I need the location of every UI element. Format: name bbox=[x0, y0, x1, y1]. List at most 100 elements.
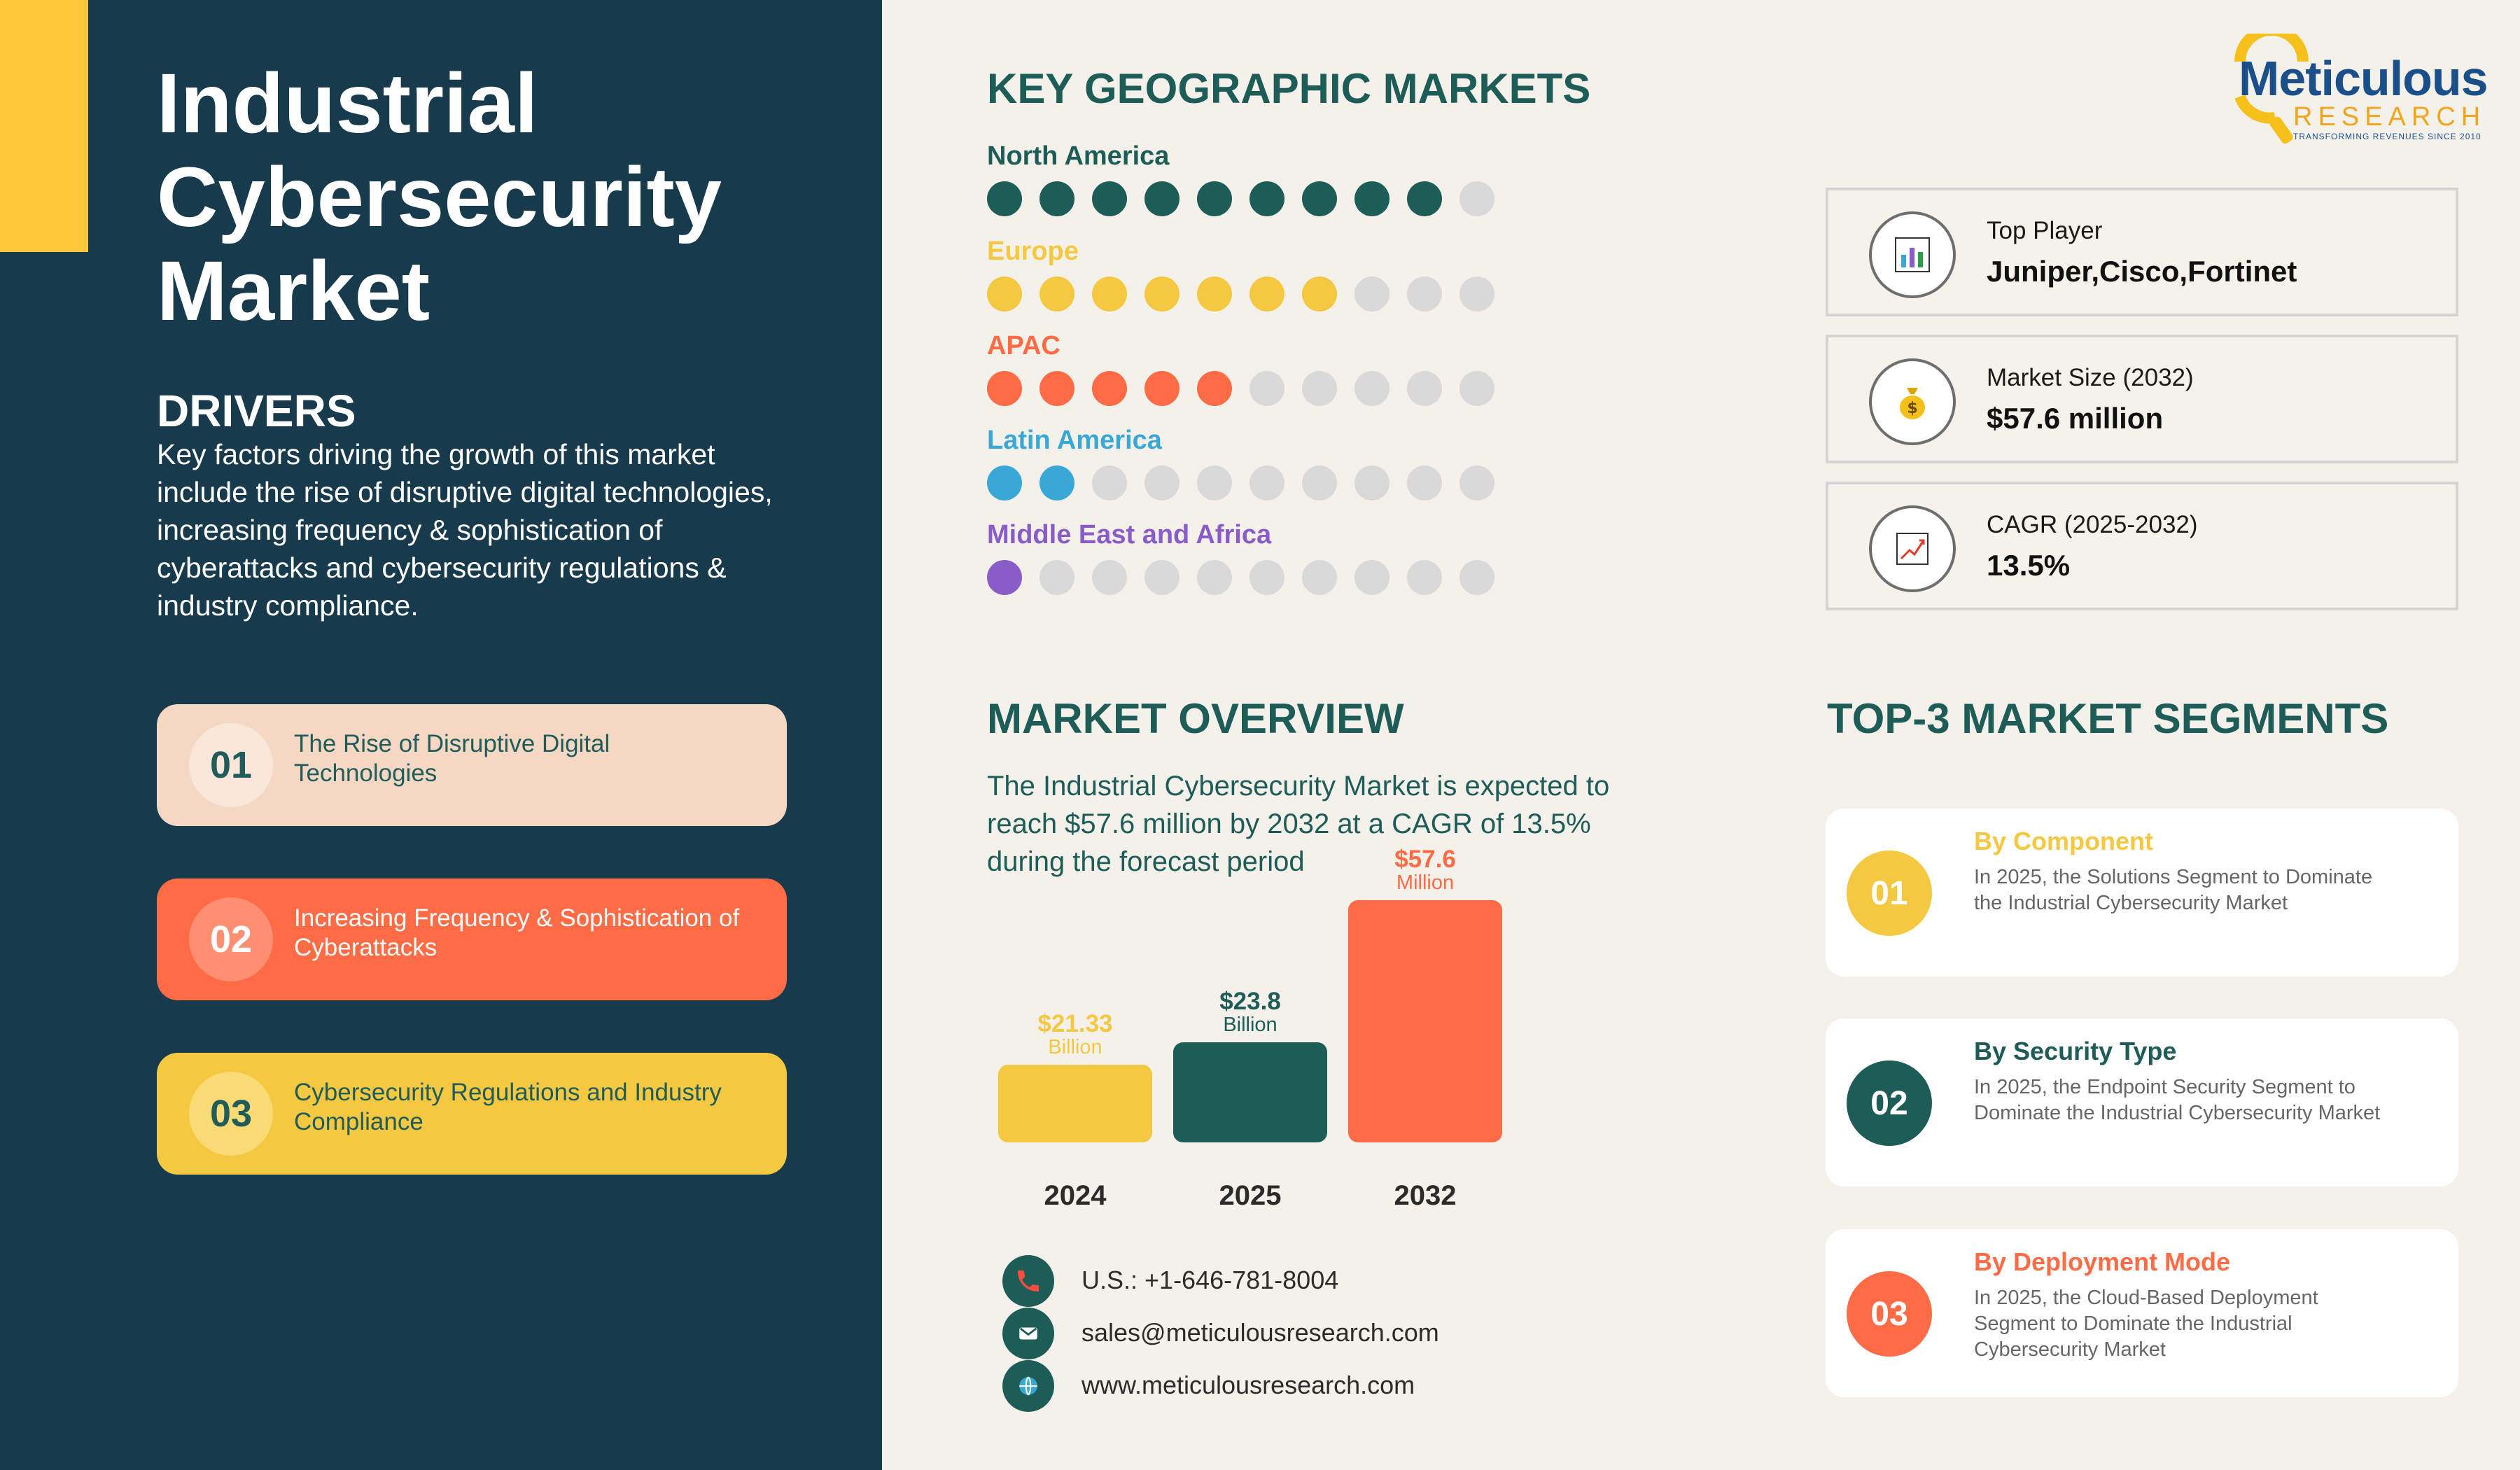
dot-filled bbox=[1092, 276, 1127, 312]
contact-phone[interactable]: U.S.: +1-646-781-8004 bbox=[1082, 1266, 1339, 1294]
geo-heading: KEY GEOGRAPHIC MARKETS bbox=[987, 65, 1591, 112]
dot-filled bbox=[1250, 276, 1284, 312]
info-label: Top Player bbox=[1987, 217, 2103, 244]
driver-number: 03 bbox=[189, 1072, 273, 1156]
segment-number: 02 bbox=[1847, 1060, 1932, 1146]
geo-label-europe: Europe bbox=[987, 237, 1079, 266]
dot-empty bbox=[1407, 465, 1442, 500]
bar-unit-label: Million bbox=[1396, 872, 1455, 895]
dot-filled bbox=[1040, 371, 1074, 406]
driver-number: 01 bbox=[189, 723, 273, 807]
dot-row-apac bbox=[987, 371, 1494, 406]
info-label: Market Size (2032) bbox=[1987, 364, 2194, 391]
dot-empty bbox=[1407, 560, 1442, 595]
dot-filled bbox=[1197, 181, 1232, 216]
drivers-description: Key factors driving the growth of this m… bbox=[157, 438, 773, 622]
dot-empty bbox=[1354, 276, 1390, 312]
bar-chart-icon bbox=[1869, 211, 1956, 298]
driver-text: Increasing Frequency & Sophistication of… bbox=[294, 904, 740, 961]
dot-filled bbox=[987, 371, 1022, 406]
dot-filled bbox=[987, 181, 1022, 216]
svg-text:$: $ bbox=[1907, 400, 1917, 417]
dot-empty bbox=[1407, 371, 1442, 406]
driver-text: The Rise of Disruptive Digital Technolog… bbox=[294, 730, 610, 787]
dot-filled bbox=[1197, 371, 1232, 406]
logo-sub: RESEARCH bbox=[2293, 102, 2486, 132]
page-title: Industrial Cybersecurity Market bbox=[157, 56, 829, 337]
dot-empty bbox=[1460, 181, 1494, 216]
yellow-accent-block bbox=[0, 0, 88, 252]
geo-label-middle-east-africa: Middle East and Africa bbox=[987, 520, 1272, 550]
bar-value-label: $57.6 bbox=[1394, 846, 1456, 874]
bar-value-label: $23.8 bbox=[1219, 988, 1281, 1016]
overview-text: The Industrial Cybersecurity Market is e… bbox=[987, 771, 1610, 877]
dot-empty bbox=[1407, 276, 1442, 312]
dot-empty bbox=[1250, 465, 1284, 500]
dot-empty bbox=[1250, 560, 1284, 595]
segment-description: In 2025, the Endpoint Security Segment t… bbox=[1974, 1076, 2381, 1124]
segment-description: In 2025, the Solutions Segment to Domina… bbox=[1974, 866, 2373, 914]
segment-title: By Security Type bbox=[1974, 1037, 2177, 1065]
driver-card-2: 02 Increasing Frequency & Sophistication… bbox=[157, 878, 787, 1000]
segment-title: By Deployment Mode bbox=[1974, 1247, 2231, 1276]
dot-filled bbox=[987, 560, 1022, 595]
bar-category-label: 2025 bbox=[1219, 1180, 1282, 1211]
info-label: CAGR (2025-2032) bbox=[1987, 511, 2198, 538]
segment-number: 03 bbox=[1847, 1271, 1932, 1357]
segment-description: In 2025, the Cloud-Based Deployment Segm… bbox=[1974, 1287, 2318, 1361]
dot-empty bbox=[1040, 560, 1074, 595]
dot-filled bbox=[1197, 276, 1232, 312]
dot-filled bbox=[1144, 181, 1180, 216]
email-icon bbox=[1002, 1308, 1054, 1359]
dot-empty bbox=[1144, 465, 1180, 500]
dot-empty bbox=[1354, 465, 1390, 500]
logo-name: Meticulous bbox=[2239, 51, 2488, 106]
contact-website[interactable]: www.meticulousresearch.com bbox=[1082, 1371, 1415, 1399]
dot-empty bbox=[1302, 371, 1337, 406]
trend-chart-icon bbox=[1869, 505, 1956, 592]
bar-2024 bbox=[998, 1064, 1152, 1142]
overview-heading: MARKET OVERVIEW bbox=[987, 695, 1404, 742]
drivers-heading: DRIVERS bbox=[157, 386, 356, 436]
segment-number: 01 bbox=[1847, 850, 1932, 936]
segment-card-2: 02 By Security Type In 2025, the Endpoin… bbox=[1826, 1018, 2458, 1186]
info-value: Juniper,Cisco,Fortinet bbox=[1987, 255, 2297, 288]
info-box-cagr: CAGR (2025-2032) 13.5% bbox=[1826, 482, 2458, 610]
geo-label-latin-america: Latin America bbox=[987, 426, 1162, 455]
segment-title: By Component bbox=[1974, 827, 2153, 855]
dot-empty bbox=[1197, 560, 1232, 595]
left-panel: Industrial Cybersecurity Market DRIVERS … bbox=[0, 0, 882, 1470]
dot-row-middle-east-africa bbox=[987, 560, 1494, 595]
bar-2025 bbox=[1173, 1042, 1327, 1142]
driver-card-3: 03 Cybersecurity Regulations and Industr… bbox=[157, 1053, 787, 1175]
dot-filled bbox=[1092, 371, 1127, 406]
dot-row-latin-america bbox=[987, 465, 1494, 500]
contact-email[interactable]: sales@meticulousresearch.com bbox=[1082, 1318, 1439, 1347]
bar-unit-label: Billion bbox=[1048, 1035, 1102, 1058]
dot-filled bbox=[1040, 276, 1074, 312]
bar-value-label: $21.33 bbox=[1037, 1009, 1113, 1037]
dot-filled bbox=[1354, 181, 1390, 216]
bar-category-label: 2032 bbox=[1394, 1180, 1457, 1211]
dot-empty bbox=[1460, 276, 1494, 312]
dot-empty bbox=[1354, 371, 1390, 406]
info-value: 13.5% bbox=[1987, 549, 2071, 582]
info-value: $57.6 million bbox=[1987, 402, 2164, 435]
driver-number: 02 bbox=[189, 897, 273, 981]
dot-filled bbox=[1144, 276, 1180, 312]
dot-empty bbox=[1302, 560, 1337, 595]
dot-row-north-america bbox=[987, 181, 1494, 216]
info-box-market-size: $ Market Size (2032) $57.6 million bbox=[1826, 335, 2458, 463]
dot-empty bbox=[1092, 560, 1127, 595]
info-box-top-player: Top Player Juniper,Cisco,Fortinet bbox=[1826, 188, 2458, 316]
globe-icon bbox=[1002, 1360, 1054, 1412]
bar-unit-label: Billion bbox=[1223, 1014, 1278, 1037]
logo-magnifier-icon bbox=[2234, 34, 2309, 144]
dot-empty bbox=[1460, 560, 1494, 595]
dot-empty bbox=[1302, 465, 1337, 500]
dot-filled bbox=[1040, 465, 1074, 500]
dot-filled bbox=[1144, 371, 1180, 406]
dot-filled bbox=[1302, 276, 1337, 312]
bar-2032 bbox=[1348, 900, 1502, 1142]
logo-tagline: TRANSFORMING REVENUES SINCE 2010 bbox=[2293, 132, 2482, 141]
